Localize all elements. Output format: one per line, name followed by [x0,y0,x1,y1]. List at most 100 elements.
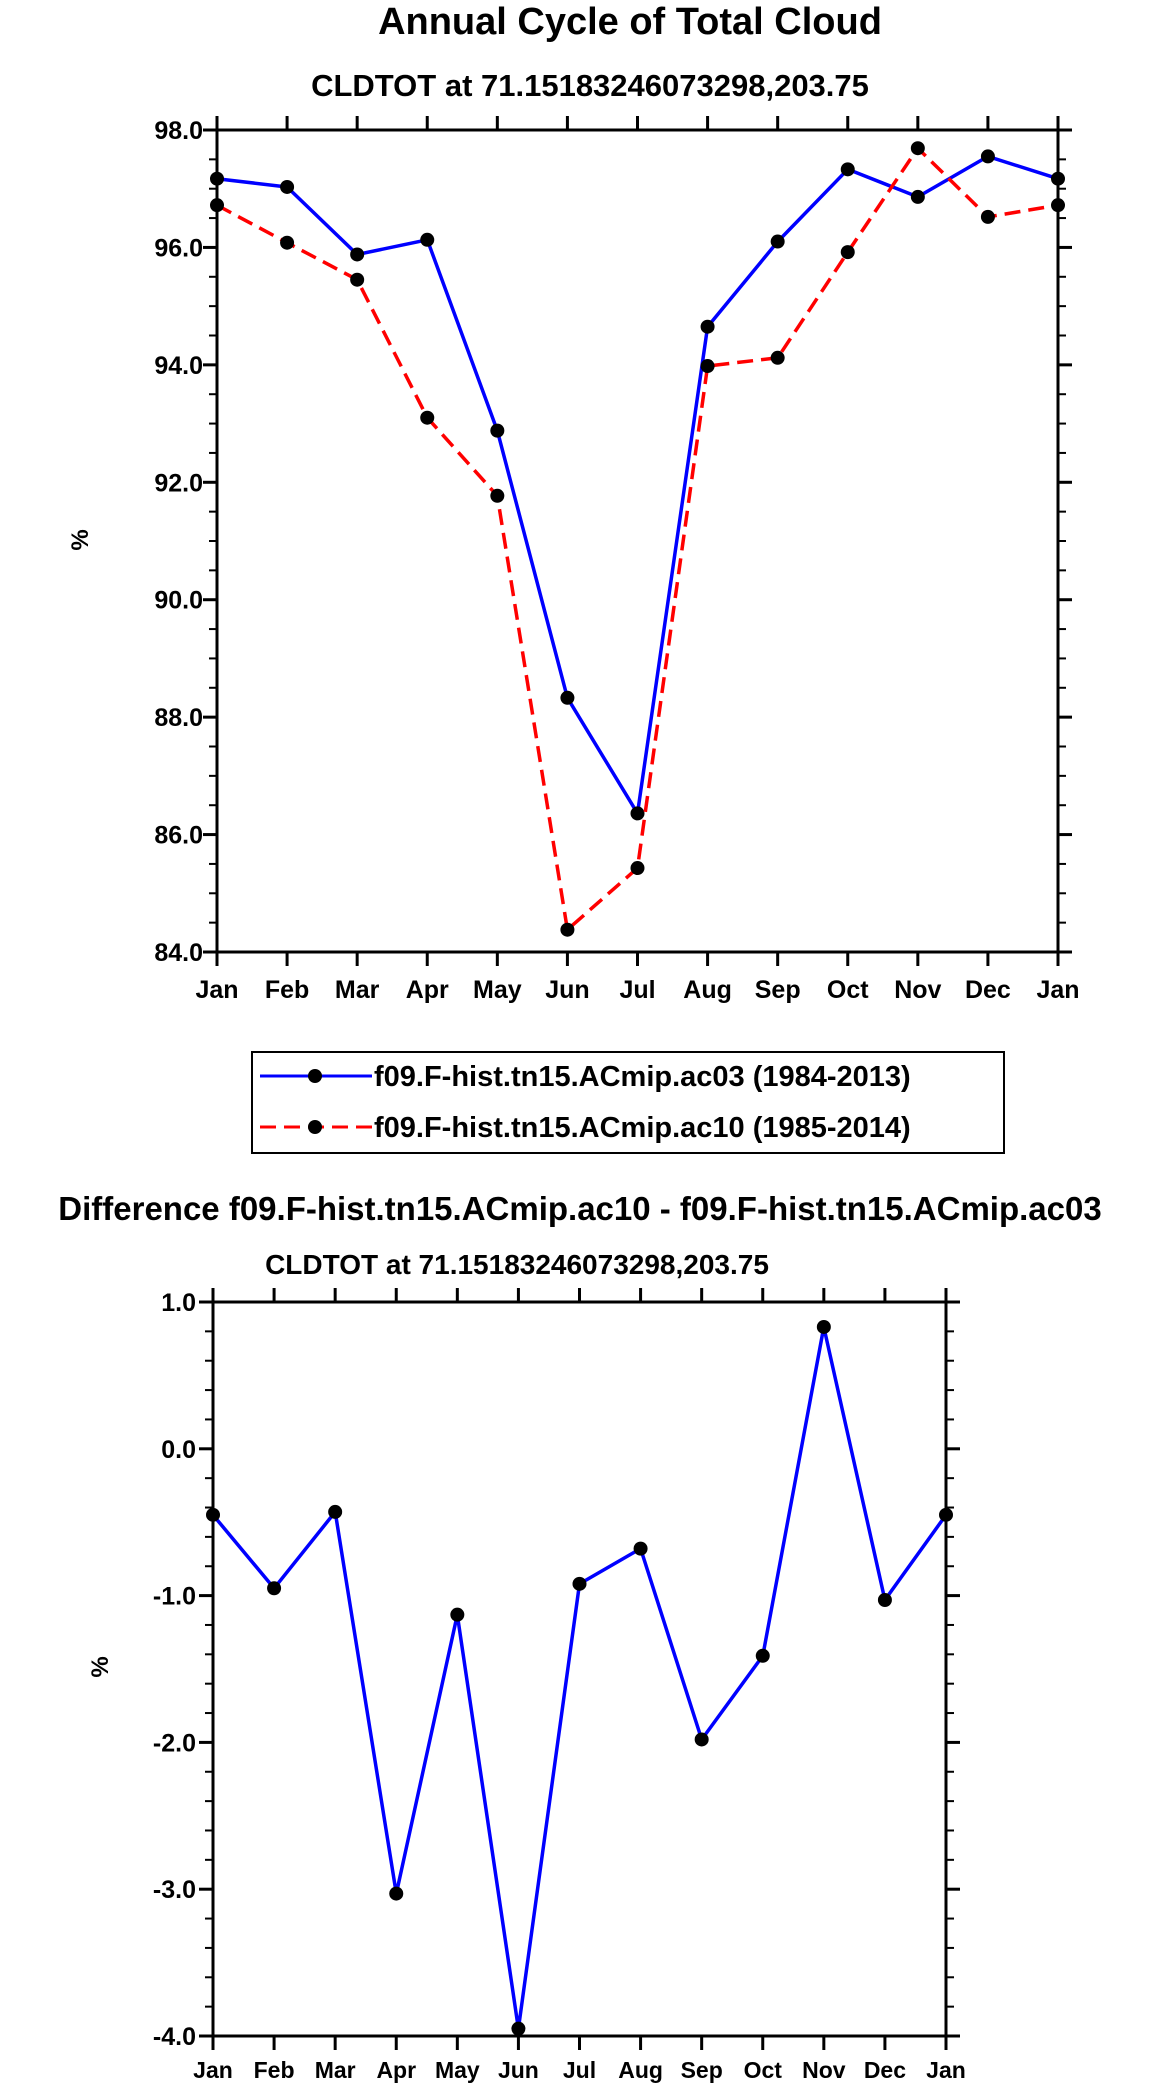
chart2-series [206,1319,953,2036]
chart1-x-tick-label: Jul [619,976,655,1004]
legend-label-series1: f09.F-hist.tn15.ACmip.ac03 (1984-2013) [374,1061,911,1093]
chart1-x-tick-label: Jan [1036,976,1079,1004]
chart2-y-tick-label: -4.0 [153,2023,196,2051]
chart1-series-1-point [210,171,224,186]
chart2-x-tick-label: May [435,2057,480,2083]
chart1-series-1-point [700,319,715,334]
chart1-y-tick-label: 92.0 [154,469,203,497]
chart1-x-tick-label: Sep [755,976,801,1004]
chart1-x-tick-label: Apr [406,976,449,1004]
chart2-x-tick-label: Jan [926,2057,966,2083]
chart2-series-1-point [877,1593,892,1608]
chart1-series-2-point [210,198,224,213]
chart2-series-1-point [450,1607,465,1622]
chart2-y-tick-labels: 1.0 0.0 -1.0 -2.0 -3.0 -4.0 [153,1289,196,2051]
chart2-series-1-point [755,1648,770,1663]
chart1-plot-frame [215,128,1060,954]
chart1-subtitle: CLDTOT at 71.15183246073298,203.75 [311,68,869,103]
chart1-title: Annual Cycle of Total Cloud [378,1,882,43]
chart2-series-1-line [211,1325,948,2031]
chart2-ylabel: % [87,1656,114,1677]
chart1-series-2-point [840,245,855,260]
chart1-x-tick-label: Jan [195,976,238,1004]
chart1-x-tick-labels: Jan Feb Mar Apr May Jun Jul Aug Sep Oct Nov Dec Jan [195,976,1079,1004]
chart1-series-1-point [490,423,505,438]
chart2-series-1-point [572,1576,587,1591]
chart2-series-1-point [939,1507,953,1522]
chart1-series-2-point [910,141,925,156]
chart2-y-tick-label: -3.0 [153,1876,196,1904]
chart2-series-1-point [633,1541,648,1556]
chart1-series-1-line [216,154,1059,816]
chart2-x-tick-label: Apr [376,2057,416,2083]
chart2-series-1-point [694,1732,709,1747]
chart1-y-tick-label: 88.0 [154,704,203,732]
chart2-x-tick-labels: Jan Feb Mar Apr May Jun Jul Aug Sep Oct Nov Dec Jan [193,2057,966,2083]
chart2-series-1-point [816,1319,831,1334]
chart1-ylabel: % [67,529,94,550]
chart1-x-tick-label: Feb [265,976,309,1004]
chart1-y-tick-label: 94.0 [154,352,203,380]
chart1-series-1-point [350,247,365,262]
chart2-axes [199,1288,960,2050]
chart2-x-tick-label: Jul [563,2057,596,2083]
chart2-series-1-point [267,1581,282,1596]
chart1-series-2-point [280,235,295,250]
chart2-x-tick-label: Sep [681,2057,723,2083]
chart1-y-tick-label: 96.0 [154,234,203,262]
chart1-x-tick-label: Dec [965,976,1011,1004]
chart2-x-tick-label: Aug [618,2057,663,2083]
chart1-series-2-point [1051,198,1065,213]
chart2-x-tick-label: Nov [802,2057,846,2083]
chart2-series-1-point [328,1504,343,1519]
chart1-series-2-point [700,359,715,374]
chart1-series-1-point [630,806,645,821]
chart2-x-tick-label: Mar [315,2057,356,2083]
chart2-series-1-point [511,2021,526,2036]
chart1-series-1-point [770,234,785,249]
chart1-legend: f09.F-hist.tn15.ACmip.ac03 (1984-2013) f… [251,1051,1005,1154]
legend-box [251,1051,1005,1154]
chart1-series-1-point [980,149,995,164]
chart2-x-tick-label: Jan [193,2057,233,2083]
chart2-plot-frame [211,1300,948,2038]
chart1-series-1-point [1051,171,1065,186]
chart1-series-2-point [980,209,995,224]
chart1-x-tick-label: Mar [335,976,380,1004]
chart2-x-tick-label: Jun [498,2057,539,2083]
chart1-y-tick-label: 86.0 [154,822,203,850]
chart1-series-2-point [630,861,645,876]
legend-marker-series1 [308,1069,322,1083]
chart1-x-tick-label: Aug [683,976,732,1004]
chart2-series-1-point [206,1507,220,1522]
chart1-x-tick-label: Oct [827,976,869,1004]
chart2-y-tick-label: -2.0 [153,1729,196,1757]
chart2-y-tick-label: 0.0 [161,1436,196,1464]
chart1-series-1-point [280,179,295,194]
chart2-y-tick-label: -1.0 [153,1583,196,1611]
chart1-series-1-point [910,189,925,204]
legend-label-series2: f09.F-hist.tn15.ACmip.ac10 (1985-2014) [374,1112,911,1144]
chart1-series-1-point [840,162,855,177]
chart1-axes [203,116,1072,966]
chart2-title: Difference f09.F-hist.tn15.ACmip.ac10 - … [58,1190,1101,1227]
chart1-series-2-point [560,922,575,937]
chart1-series-2-point [770,350,785,365]
chart1-series-1-point [420,232,435,247]
chart1-series-2-point [490,488,505,503]
chart1-series [210,141,1065,937]
chart1-x-tick-label: May [473,976,522,1004]
chart1-y-tick-label: 90.0 [154,587,203,615]
chart1-y-tick-label: 98.0 [154,117,203,145]
chart1-y-tick-label: 84.0 [154,939,203,967]
chart2-subtitle: CLDTOT at 71.15183246073298,203.75 [265,1249,769,1280]
chart1-series-2-point [420,410,435,425]
chart2-x-tick-label: Oct [744,2057,783,2083]
chart2-series-1-point [389,1886,404,1901]
chart2-x-tick-label: Feb [254,2057,295,2083]
chart1-x-tick-label: Nov [894,976,941,1004]
legend-marker-series2 [308,1120,322,1134]
chart1-y-tick-labels: 98.0 96.0 94.0 92.0 90.0 88.0 86.0 84.0 [154,117,203,967]
chart1-x-tick-label: Jun [545,976,589,1004]
